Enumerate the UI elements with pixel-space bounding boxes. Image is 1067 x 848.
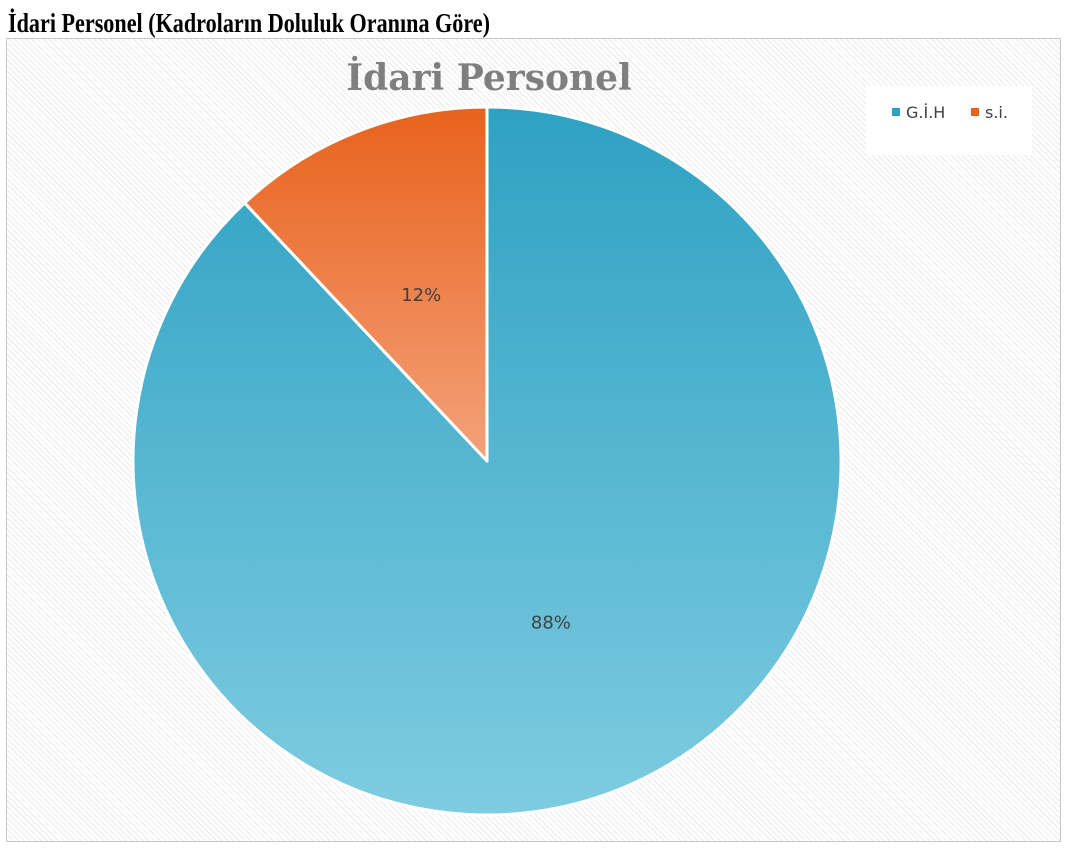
chart-title: İdari Personel — [346, 57, 632, 99]
slice-label-si: 12% — [401, 285, 441, 306]
legend-swatch-gih — [892, 108, 900, 116]
page-heading: İdari Personel (Kadroların Doluluk Oranı… — [8, 8, 490, 38]
legend-item-si: s.i. — [971, 102, 1008, 122]
slice-label-gih: 88% — [531, 612, 571, 633]
legend-label-si: s.i. — [985, 102, 1008, 122]
legend-label-gih: G.İ.H — [906, 102, 946, 122]
pie-slice-si — [243, 105, 489, 463]
chart-legend: G.İ.H s.i. — [866, 86, 1032, 155]
legend-swatch-si — [971, 108, 979, 116]
legend-item-gih: G.İ.H — [892, 102, 945, 122]
